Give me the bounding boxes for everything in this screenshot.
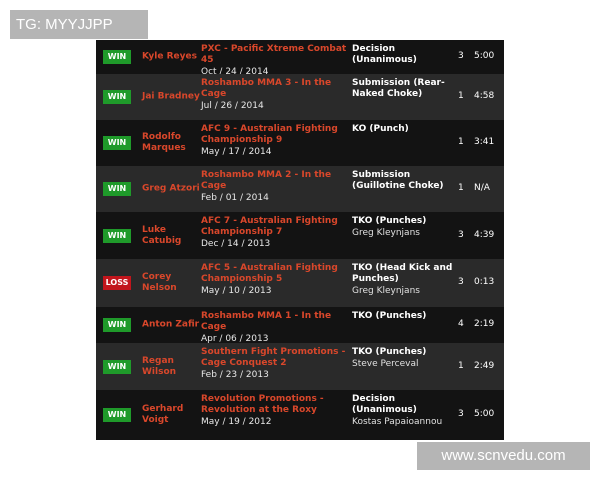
event-link[interactable]: Southern Fight Promotions - Cage Conques… bbox=[201, 347, 346, 368]
event-cell: Southern Fight Promotions - Cage Conques… bbox=[201, 347, 349, 382]
method-cell: Submission (Rear-Naked Choke) bbox=[352, 78, 460, 100]
round: 4 bbox=[458, 319, 464, 329]
fight-date: May / 17 / 2014 bbox=[201, 147, 272, 157]
method: Decision (Unanimous) bbox=[352, 394, 417, 415]
round: 3 bbox=[458, 277, 464, 287]
method: Decision (Unanimous) bbox=[352, 44, 417, 65]
time: 2:49 bbox=[474, 360, 495, 371]
referee: Steve Perceval bbox=[352, 359, 419, 369]
fight-row: WIN Rodolfo Marques AFC 9 - Australian F… bbox=[96, 120, 504, 166]
event-cell: AFC 5 - Australian Fighting Championship… bbox=[201, 263, 349, 298]
round: 3 bbox=[458, 229, 464, 240]
method-cell: TKO (Punches) bbox=[352, 311, 460, 322]
result-badge: WIN bbox=[103, 182, 131, 196]
time: 4:39 bbox=[474, 229, 495, 240]
fight-row: WIN Kyle Reyes PXC - Pacific Xtreme Comb… bbox=[96, 40, 504, 77]
fight-date: May / 10 / 2013 bbox=[201, 286, 272, 296]
fight-record-table: WIN Kyle Reyes PXC - Pacific Xtreme Comb… bbox=[96, 40, 504, 440]
event-cell: Revolution Promotions - Revolution at th… bbox=[201, 394, 349, 429]
method-cell: TKO (Head Kick and Punches) Greg Kleynja… bbox=[352, 263, 460, 298]
result-badge: WIN bbox=[103, 359, 131, 374]
fight-date: May / 19 / 2012 bbox=[201, 417, 272, 427]
event-link[interactable]: Revolution Promotions - Revolution at th… bbox=[201, 394, 324, 415]
method: Submission (Guillotine Choke) bbox=[352, 170, 444, 191]
event-cell: AFC 9 - Australian Fighting Championship… bbox=[201, 124, 349, 159]
method: TKO (Punches) bbox=[352, 216, 427, 226]
opponent-link[interactable]: Luke Catubig bbox=[142, 224, 182, 246]
event-link[interactable]: AFC 7 - Australian Fighting Championship… bbox=[201, 216, 338, 237]
method: TKO (Head Kick and Punches) bbox=[352, 263, 453, 284]
opponent-link[interactable]: Regan Wilson bbox=[142, 355, 177, 377]
time: 5:00 bbox=[474, 409, 495, 419]
event-link[interactable]: Roshambo MMA 3 - In the Cage bbox=[201, 78, 332, 99]
event-cell: AFC 7 - Australian Fighting Championship… bbox=[201, 216, 349, 251]
round: 3 bbox=[458, 409, 464, 419]
round: 1 bbox=[458, 360, 464, 371]
opponent-link[interactable]: Anton Zafir bbox=[142, 319, 200, 330]
time: N/A bbox=[474, 183, 490, 193]
result-badge: LOSS bbox=[103, 276, 131, 290]
method-cell: Decision (Unanimous) Kostas Papaioannou bbox=[352, 394, 460, 429]
fight-row: WIN Gerhard Voigt Revolution Promotions … bbox=[96, 390, 504, 440]
fight-row: LOSS Corey Nelson AFC 5 - Australian Fig… bbox=[96, 259, 504, 307]
referee: Greg Kleynjans bbox=[352, 228, 420, 238]
round: 1 bbox=[458, 183, 464, 193]
event-link[interactable]: AFC 5 - Australian Fighting Championship… bbox=[201, 263, 338, 284]
fight-row: WIN Greg Atzori Roshambo MMA 2 - In the … bbox=[96, 166, 504, 212]
opponent-link[interactable]: Rodolfo Marques bbox=[142, 132, 186, 153]
time: 5:00 bbox=[474, 51, 495, 61]
method: KO (Punch) bbox=[352, 124, 409, 134]
fight-row: WIN Anton Zafir Roshambo MMA 1 - In the … bbox=[96, 307, 504, 346]
method-cell: KO (Punch) bbox=[352, 124, 460, 135]
fight-date: Feb / 01 / 2014 bbox=[201, 193, 269, 203]
event-cell: Roshambo MMA 1 - In the Cage Apr / 06 / … bbox=[201, 311, 349, 346]
fight-date: Dec / 14 / 2013 bbox=[201, 239, 271, 249]
time: 3:41 bbox=[474, 137, 495, 147]
result-badge: WIN bbox=[103, 136, 131, 150]
round: 1 bbox=[458, 137, 464, 147]
referee: Greg Kleynjans bbox=[352, 286, 420, 296]
referee: Kostas Papaioannou bbox=[352, 417, 443, 427]
round: 3 bbox=[458, 51, 464, 61]
event-cell: Roshambo MMA 2 - In the Cage Feb / 01 / … bbox=[201, 170, 349, 205]
fight-row: WIN Jai Bradney Roshambo MMA 3 - In the … bbox=[96, 74, 504, 120]
event-link[interactable]: Roshambo MMA 1 - In the Cage bbox=[201, 311, 332, 332]
fight-row: WIN Luke Catubig AFC 7 - Australian Figh… bbox=[96, 212, 504, 259]
fight-date: Oct / 24 / 2014 bbox=[201, 67, 269, 77]
method-cell: Submission (Guillotine Choke) bbox=[352, 170, 460, 192]
event-link[interactable]: PXC - Pacific Xtreme Combat 45 bbox=[201, 44, 347, 65]
result-badge: WIN bbox=[103, 408, 131, 422]
method: TKO (Punches) bbox=[352, 311, 427, 321]
fight-row: WIN Regan Wilson Southern Fight Promotio… bbox=[96, 343, 504, 390]
time: 4:58 bbox=[474, 91, 495, 101]
fight-date: Feb / 23 / 2013 bbox=[201, 370, 269, 380]
result-badge: WIN bbox=[103, 50, 131, 64]
method-cell: TKO (Punches) Greg Kleynjans bbox=[352, 216, 460, 240]
method: Submission (Rear-Naked Choke) bbox=[352, 78, 445, 99]
result-badge: WIN bbox=[103, 318, 131, 332]
opponent-link[interactable]: Gerhard Voigt bbox=[142, 404, 184, 425]
event-cell: Roshambo MMA 3 - In the Cage Jul / 26 / … bbox=[201, 78, 349, 113]
opponent-link[interactable]: Greg Atzori bbox=[142, 183, 200, 194]
method: TKO (Punches) bbox=[352, 347, 427, 357]
method-cell: TKO (Punches) Steve Perceval bbox=[352, 347, 460, 371]
opponent-link[interactable]: Corey Nelson bbox=[142, 272, 177, 293]
fight-date: Apr / 06 / 2013 bbox=[201, 334, 269, 344]
event-link[interactable]: AFC 9 - Australian Fighting Championship… bbox=[201, 124, 338, 145]
result-badge: WIN bbox=[103, 228, 131, 243]
time: 2:19 bbox=[474, 319, 495, 329]
opponent-link[interactable]: Jai Bradney bbox=[142, 91, 200, 102]
method-cell: Decision (Unanimous) bbox=[352, 44, 460, 66]
watermark-top: TG: MYYJJPP bbox=[10, 10, 148, 39]
time: 0:13 bbox=[474, 277, 495, 287]
event-link[interactable]: Roshambo MMA 2 - In the Cage bbox=[201, 170, 332, 191]
opponent-link[interactable]: Kyle Reyes bbox=[142, 51, 197, 62]
result-badge: WIN bbox=[103, 90, 131, 104]
round: 1 bbox=[458, 91, 464, 101]
fight-date: Jul / 26 / 2014 bbox=[201, 101, 264, 111]
event-cell: PXC - Pacific Xtreme Combat 45 Oct / 24 … bbox=[201, 44, 349, 79]
watermark-bottom: www.scnvedu.com bbox=[417, 442, 590, 470]
